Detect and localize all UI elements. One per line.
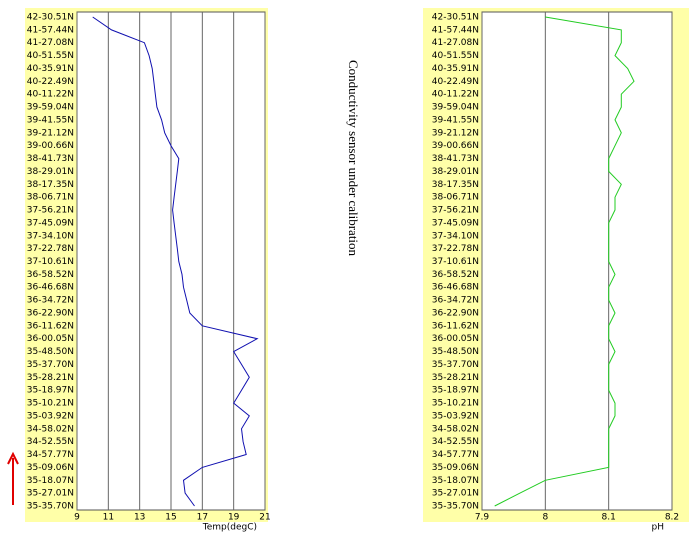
y-tick-label: 35-35.70N — [432, 502, 479, 512]
x-tick-label: 7.9 — [475, 513, 490, 523]
y-tick-label: 35-18.07N — [27, 476, 74, 486]
x-tick-label: 17 — [197, 513, 208, 523]
y-tick-label: 41-27.08N — [432, 38, 479, 48]
y-tick-label: 40-35.91N — [432, 64, 479, 74]
y-tick-label: 39-21.12N — [27, 128, 74, 138]
y-tick-label: 38-17.35N — [27, 180, 74, 190]
y-tick-label: 35-28.21N — [432, 373, 479, 383]
y-tick-label: 35-10.21N — [432, 399, 479, 409]
y-tick-label: 41-57.44N — [27, 25, 74, 35]
y-tick-label: 36-00.05N — [27, 334, 74, 344]
annotation: Conductivity sensor under calibration — [346, 60, 361, 257]
y-tick-label: 36-11.62N — [27, 321, 74, 331]
y-tick-label: 38-29.01N — [432, 167, 479, 177]
y-tick-label: 38-41.73N — [432, 154, 479, 164]
y-tick-label: 34-57.77N — [432, 450, 479, 460]
y-tick-label: 35-18.97N — [27, 386, 74, 396]
y-tick-label: 39-59.04N — [27, 103, 74, 113]
y-tick-label: 40-11.22N — [27, 90, 74, 100]
y-tick-label: 35-09.06N — [432, 463, 479, 473]
y-tick-label: 35-37.70N — [432, 360, 479, 370]
y-tick-label: 38-06.71N — [27, 193, 74, 203]
x-tick-label: 8.2 — [665, 513, 679, 523]
y-tick-label: 40-51.55N — [27, 51, 74, 61]
y-tick-label: 35-37.70N — [27, 360, 74, 370]
y-tick-label: 35-27.01N — [432, 489, 479, 499]
y-tick-label: 37-10.61N — [27, 257, 74, 267]
y-tick-label: 35-28.21N — [27, 373, 74, 383]
x-tick-label: 19 — [228, 513, 240, 523]
data-line — [92, 16, 259, 507]
y-tick-label: 35-03.92N — [27, 411, 74, 421]
y-tick-label: 42-30.51N — [432, 13, 479, 23]
x-tick-label: 8 — [542, 513, 548, 523]
x-tick-label: 9 — [74, 513, 80, 523]
y-tick-label: 36-22.90N — [27, 308, 74, 318]
y-tick-label: 38-06.71N — [432, 193, 479, 203]
y-tick-label: 37-45.09N — [27, 218, 74, 228]
y-tick-label: 41-57.44N — [432, 25, 479, 35]
y-tick-label: 37-22.78N — [27, 244, 74, 254]
y-tick-label: 39-41.55N — [27, 115, 74, 125]
y-tick-label: 37-56.21N — [432, 206, 479, 216]
y-tick-label: 37-10.61N — [432, 257, 479, 267]
y-tick-label: 40-51.55N — [432, 51, 479, 61]
y-tick-label: 37-45.09N — [432, 218, 479, 228]
y-tick-label: 36-11.62N — [432, 321, 479, 331]
y-tick-label: 40-35.91N — [27, 64, 74, 74]
y-tick-label: 38-29.01N — [27, 167, 74, 177]
y-tick-label: 35-27.01N — [27, 489, 74, 499]
y-tick-label: 40-22.49N — [27, 77, 74, 87]
y-tick-label: 35-18.97N — [432, 386, 479, 396]
y-tick-label: 34-52.55N — [432, 437, 479, 447]
y-tick-label: 42-30.51N — [27, 13, 74, 23]
x-tick-label: 21 — [259, 513, 270, 523]
y-tick-label: 38-17.35N — [432, 180, 479, 190]
x-axis-label: Temp(degC) — [202, 523, 257, 533]
y-tick-label: 35-35.70N — [27, 502, 74, 512]
data-line — [494, 16, 635, 507]
y-tick-label: 34-57.77N — [27, 450, 74, 460]
y-tick-label: 36-22.90N — [432, 308, 479, 318]
y-tick-label: 34-58.02N — [432, 424, 479, 434]
y-tick-label: 37-22.78N — [432, 244, 479, 254]
x-tick-label: 11 — [103, 513, 114, 523]
x-tick-label: 13 — [134, 513, 145, 523]
y-tick-label: 39-00.66N — [27, 141, 74, 151]
y-tick-label: 37-34.10N — [27, 231, 74, 241]
x-axis-label: pH — [652, 523, 664, 533]
y-tick-label: 34-52.55N — [27, 437, 74, 447]
y-tick-label: 39-41.55N — [432, 115, 479, 125]
y-tick-label: 37-56.21N — [27, 206, 74, 216]
y-tick-label: 36-34.72N — [27, 296, 74, 306]
y-tick-label: 39-00.66N — [432, 141, 479, 151]
plot-area — [481, 11, 673, 511]
arrow-head — [7, 451, 19, 465]
y-tick-label: 39-59.04N — [432, 103, 479, 113]
y-tick-label: 35-03.92N — [432, 411, 479, 421]
y-tick-label: 38-41.73N — [27, 154, 74, 164]
y-tick-label: 36-46.68N — [432, 283, 479, 293]
y-tick-label: 36-46.68N — [27, 283, 74, 293]
y-tick-label: 35-09.06N — [27, 463, 74, 473]
y-tick-label: 40-22.49N — [432, 77, 479, 87]
y-tick-label: 40-11.22N — [432, 90, 479, 100]
y-tick-label: 37-34.10N — [432, 231, 479, 241]
y-tick-label: 41-27.08N — [27, 38, 74, 48]
y-tick-label: 34-58.02N — [27, 424, 74, 434]
x-tick-label: 15 — [165, 513, 176, 523]
y-tick-label: 36-58.52N — [27, 270, 74, 280]
x-tick-label: 8.1 — [602, 513, 616, 523]
y-tick-label: 35-10.21N — [27, 399, 74, 409]
y-tick-label: 35-48.50N — [432, 347, 479, 357]
y-tick-label: 35-18.07N — [432, 476, 479, 486]
y-tick-label: 39-21.12N — [432, 128, 479, 138]
y-tick-label: 36-34.72N — [432, 296, 479, 306]
y-tick-label: 35-48.50N — [27, 347, 74, 357]
y-tick-label: 36-00.05N — [432, 334, 479, 344]
y-tick-label: 36-58.52N — [432, 270, 479, 280]
